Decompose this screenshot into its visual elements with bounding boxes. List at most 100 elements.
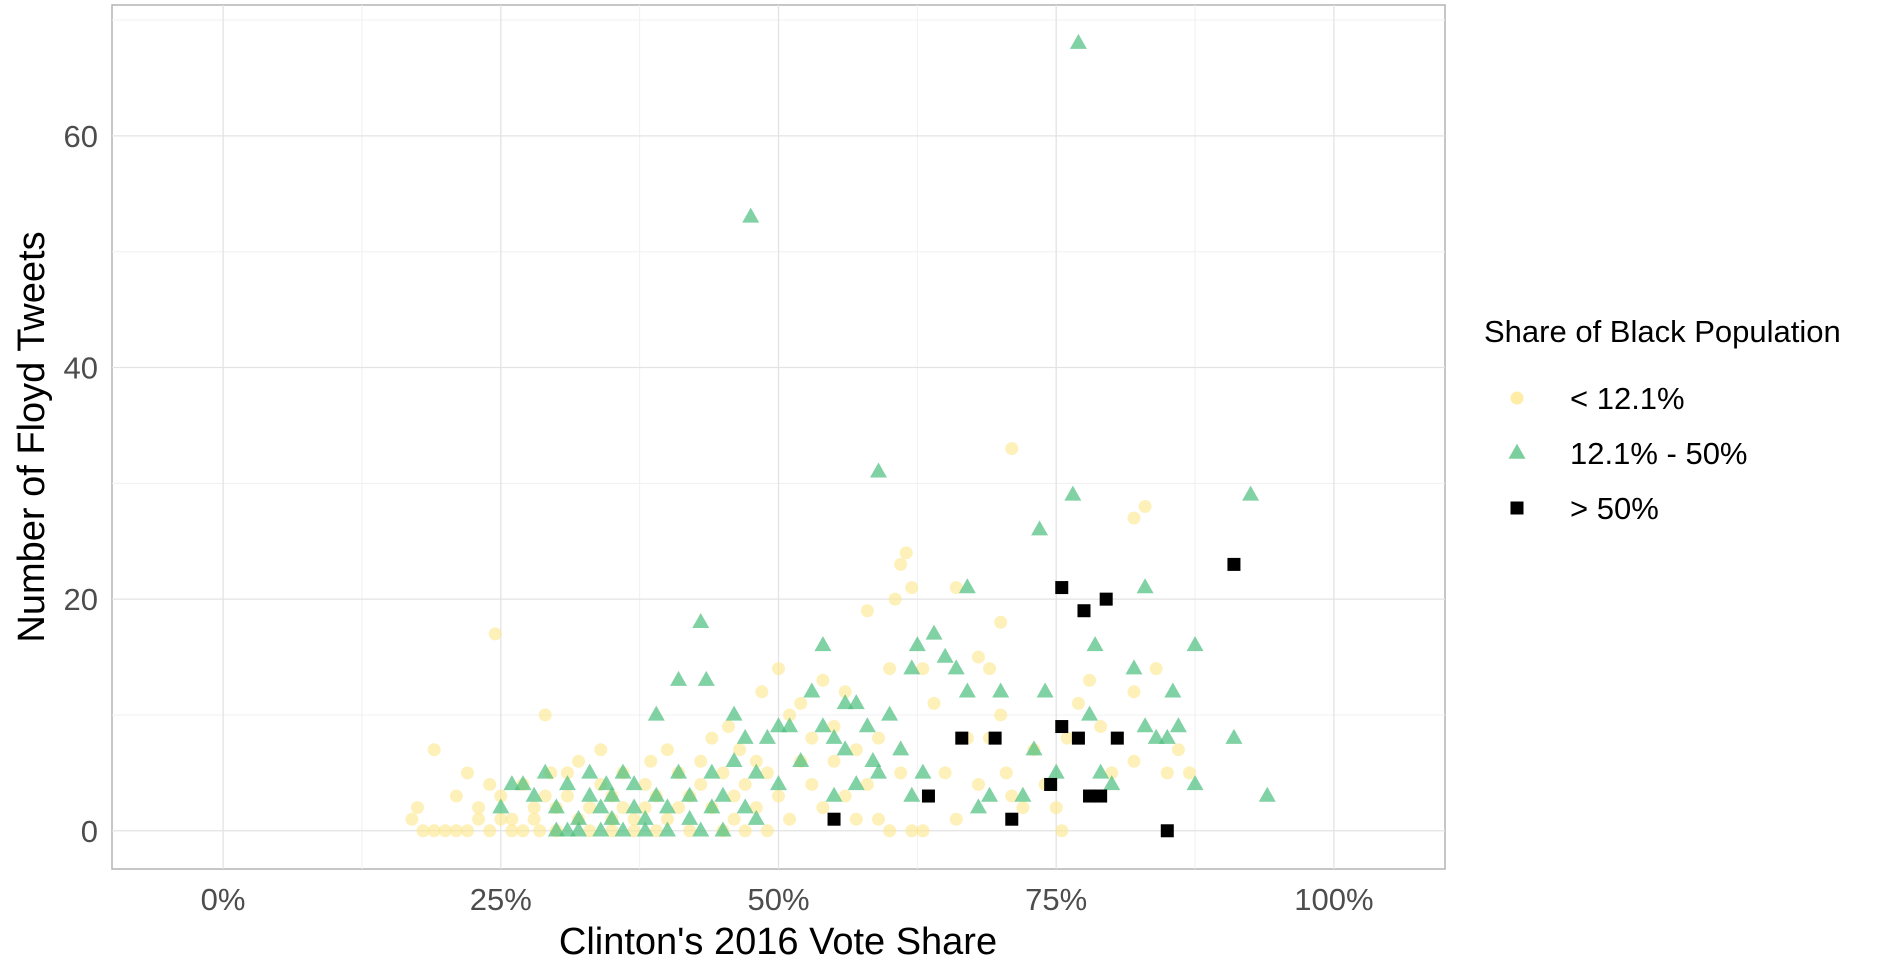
triangle-point bbox=[636, 821, 654, 837]
circle-point bbox=[749, 801, 763, 815]
circle-point bbox=[1071, 696, 1085, 710]
legend-item: > 50% bbox=[1510, 491, 1659, 526]
circle-point bbox=[949, 812, 963, 826]
triangle-point bbox=[803, 682, 821, 698]
triangle-point bbox=[1136, 717, 1154, 733]
triangle-point bbox=[869, 462, 887, 478]
circle-point bbox=[727, 789, 741, 803]
circle-point bbox=[938, 766, 952, 780]
circle-point bbox=[472, 812, 486, 826]
triangle-point bbox=[1064, 485, 1082, 501]
triangle-point bbox=[725, 751, 743, 767]
circle-point bbox=[738, 777, 752, 791]
legend: Share of Black Population < 12.1% 12.1% -… bbox=[1484, 314, 1841, 526]
triangle-point bbox=[681, 786, 699, 802]
circle-point bbox=[533, 824, 547, 838]
triangle-point bbox=[1258, 786, 1276, 802]
circle-point bbox=[627, 812, 641, 826]
circle-point bbox=[772, 789, 785, 803]
circle-point bbox=[1055, 824, 1069, 838]
circle-point bbox=[560, 766, 574, 780]
triangle-point bbox=[692, 821, 710, 837]
circle-point bbox=[605, 824, 619, 838]
circle-point bbox=[894, 766, 908, 780]
circle-point bbox=[1127, 511, 1141, 525]
triangle-point bbox=[736, 798, 754, 814]
circle-point bbox=[794, 696, 808, 710]
circle-point bbox=[994, 708, 1008, 722]
triangle-point bbox=[758, 728, 776, 744]
circle-point bbox=[527, 812, 541, 826]
circle-point bbox=[899, 546, 913, 560]
square-point bbox=[1094, 789, 1108, 803]
triangle-point bbox=[747, 809, 765, 825]
circle-point bbox=[449, 789, 463, 803]
triangle-point bbox=[1103, 775, 1121, 791]
triangle-point bbox=[1069, 33, 1087, 49]
circle-point bbox=[583, 824, 597, 838]
circle-point bbox=[949, 581, 963, 595]
circle-point bbox=[905, 581, 919, 595]
triangle-point bbox=[703, 798, 721, 814]
triangle-point bbox=[570, 821, 588, 837]
triangle-point bbox=[958, 682, 976, 698]
triangle-point bbox=[825, 728, 843, 744]
legend-item: < 12.1% bbox=[1510, 381, 1685, 416]
x-tick-label: 25% bbox=[470, 882, 532, 917]
circle-point bbox=[1060, 731, 1074, 745]
circle-point bbox=[538, 789, 552, 803]
circle-point bbox=[860, 604, 874, 618]
triangle-point bbox=[1164, 682, 1182, 698]
triangle-point bbox=[581, 763, 599, 779]
data-points bbox=[405, 33, 1276, 838]
circle-point bbox=[733, 743, 747, 757]
triangle-point bbox=[558, 775, 576, 791]
circle-point bbox=[1160, 766, 1174, 780]
circle-point bbox=[705, 731, 719, 745]
square-point bbox=[1071, 731, 1085, 745]
circle-point bbox=[1127, 685, 1141, 699]
triangle-point bbox=[625, 798, 643, 814]
triangle-point bbox=[792, 751, 810, 767]
triangle-point bbox=[558, 821, 576, 837]
triangle-point bbox=[869, 763, 887, 779]
triangle-point bbox=[603, 809, 621, 825]
circle-point bbox=[694, 754, 708, 768]
legend-item-label: > 50% bbox=[1570, 491, 1659, 526]
circle-point bbox=[594, 743, 608, 757]
circle-point bbox=[483, 777, 497, 791]
circle-point bbox=[871, 731, 885, 745]
circle-point bbox=[883, 662, 897, 676]
legend-circle-key bbox=[1510, 391, 1524, 405]
triangle-point bbox=[570, 809, 588, 825]
triangle-point bbox=[936, 647, 954, 663]
triangle-point bbox=[781, 717, 799, 733]
circle-point bbox=[1105, 766, 1119, 780]
circle-point bbox=[438, 824, 452, 838]
circle-point bbox=[816, 673, 830, 687]
circle-point bbox=[694, 777, 708, 791]
triangle-point bbox=[670, 763, 688, 779]
triangle-point bbox=[714, 786, 732, 802]
circle-point bbox=[627, 824, 641, 838]
legend-entries: < 12.1% 12.1% - 50% > 50% bbox=[1508, 381, 1748, 526]
triangle-point bbox=[925, 624, 943, 640]
triangle-point bbox=[747, 763, 765, 779]
circle-point bbox=[683, 824, 697, 838]
circle-point bbox=[516, 824, 530, 838]
circle-point bbox=[1005, 442, 1019, 456]
triangle-point bbox=[625, 775, 643, 791]
triangle-point bbox=[814, 636, 832, 652]
circle-point bbox=[971, 777, 985, 791]
triangle-point bbox=[692, 613, 710, 629]
circle-point bbox=[772, 662, 785, 676]
series-group bbox=[492, 33, 1276, 837]
triangle-point bbox=[1242, 485, 1260, 501]
square-point bbox=[1110, 731, 1124, 745]
y-tick-label: 0 bbox=[81, 814, 98, 849]
triangle-point bbox=[981, 786, 999, 802]
circle-point bbox=[505, 812, 519, 826]
triangle-point bbox=[1125, 659, 1143, 675]
circle-point bbox=[999, 766, 1013, 780]
